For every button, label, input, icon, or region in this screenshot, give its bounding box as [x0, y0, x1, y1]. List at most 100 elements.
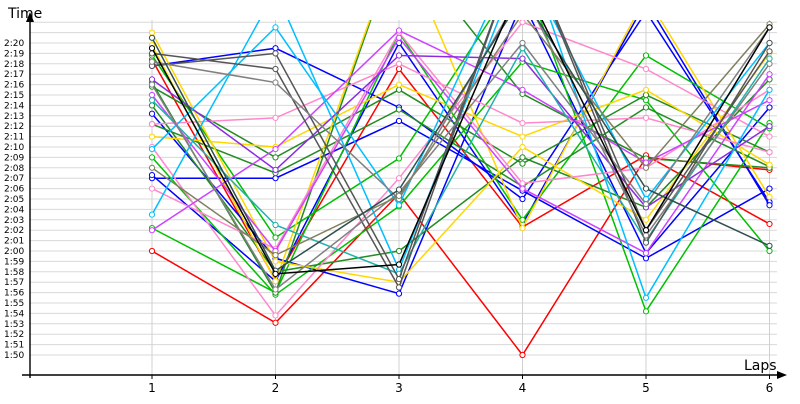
data-point: [642, 164, 650, 171]
data-point: [642, 65, 650, 73]
series-line: [151, 21, 770, 317]
data-point: [766, 202, 773, 209]
y-tick-label: 2:19: [4, 49, 24, 59]
series-line: [151, 20, 770, 295]
y-axis-title: Time: [7, 6, 42, 22]
data-point: [766, 104, 773, 111]
series-32: [148, 20, 773, 277]
series-line: [151, 106, 770, 188]
y-tick-label: 2:10: [4, 143, 24, 153]
series-line: [151, 20, 771, 237]
data-point: [642, 227, 650, 234]
y-tick-label: 1:58: [4, 268, 24, 278]
y-tick-label: 2:05: [4, 195, 24, 205]
y-tick-label: 2:11: [4, 133, 24, 143]
data-point: [148, 45, 156, 52]
data-point: [642, 239, 650, 246]
y-tick-label: 2:06: [4, 185, 24, 195]
data-point: [519, 55, 526, 62]
data-point: [766, 133, 773, 140]
data-point: [272, 154, 279, 161]
y-tick-label: 2:14: [4, 101, 24, 111]
series-line: [151, 20, 770, 272]
data-point: [395, 290, 403, 297]
data-point: [148, 133, 156, 140]
y-tick-label: 2:01: [4, 237, 24, 247]
data-point: [519, 119, 526, 127]
y-tick-label: 1:59: [4, 257, 24, 267]
data-point: [519, 351, 526, 359]
data-point: [642, 97, 650, 104]
data-point: [766, 24, 773, 31]
data-point: [395, 186, 403, 193]
data-point: [272, 24, 279, 31]
data-point: [395, 27, 403, 34]
data-point: [766, 97, 773, 104]
data-point: [642, 185, 650, 192]
y-tick-labels: 1:501:511:521:531:541:551:561:571:581:59…: [4, 39, 24, 361]
data-point: [766, 242, 773, 249]
x-tick-label: 5: [642, 381, 650, 395]
data-point: [642, 86, 650, 93]
y-tick-label: 1:56: [4, 289, 24, 299]
data-point: [642, 249, 650, 257]
data-point: [148, 97, 156, 104]
data-point: [519, 39, 526, 47]
series-line: [151, 20, 771, 203]
series-line: [151, 20, 771, 290]
data-point: [642, 308, 650, 315]
data-point: [148, 91, 156, 99]
x-tick-label: 6: [766, 381, 774, 395]
data-point: [272, 175, 279, 182]
y-tick-label: 1:57: [4, 278, 24, 288]
y-tick-label: 1:53: [4, 320, 24, 330]
y-tick-label: 1:55: [4, 299, 24, 309]
x-axis-arrow-icon: [777, 371, 787, 379]
y-axis-arrow-icon: [26, 12, 34, 22]
x-tick-labels: 1 2 3 4 5 6: [148, 381, 773, 395]
y-tick-label: 1:50: [4, 351, 24, 361]
data-point: [766, 48, 773, 55]
y-tick-label: 2:03: [4, 216, 24, 226]
data-point: [272, 79, 279, 86]
data-point: [642, 216, 650, 223]
data-point: [766, 161, 773, 168]
data-point: [395, 155, 403, 162]
data-point: [148, 211, 156, 218]
y-tick-label: 1:52: [4, 330, 24, 340]
y-tick-label: 2:17: [4, 70, 24, 80]
data-point: [148, 102, 156, 109]
data-point: [766, 247, 773, 255]
y-tick-label: 2:04: [4, 205, 24, 215]
data-point: [519, 185, 526, 192]
data-point: [642, 91, 650, 99]
data-point: [395, 86, 403, 93]
y-tick-label: 2:08: [4, 164, 24, 174]
data-point: [272, 286, 279, 293]
y-tick-label: 2:09: [4, 153, 24, 163]
series-line: [151, 20, 771, 284]
data-point: [148, 76, 156, 83]
data-point: [272, 319, 279, 326]
data-point: [148, 171, 156, 179]
data-point: [395, 52, 403, 59]
series-line: [151, 29, 770, 231]
data-point: [148, 121, 156, 128]
data-point: [148, 110, 156, 117]
data-point: [519, 143, 526, 151]
x-tick-label: 1: [148, 381, 156, 395]
data-point: [395, 106, 403, 113]
y-tick-label: 1:51: [4, 341, 24, 351]
data-point: [519, 133, 526, 140]
data-point: [766, 123, 773, 130]
series-23: [148, 20, 773, 301]
series-line: [151, 78, 771, 273]
y-tick-label: 2:00: [4, 247, 24, 257]
data-point: [766, 193, 773, 201]
data-point: [148, 145, 156, 153]
series-line: [151, 20, 771, 300]
data-point: [148, 34, 156, 41]
series-20: [148, 27, 773, 234]
data-point: [395, 34, 403, 41]
